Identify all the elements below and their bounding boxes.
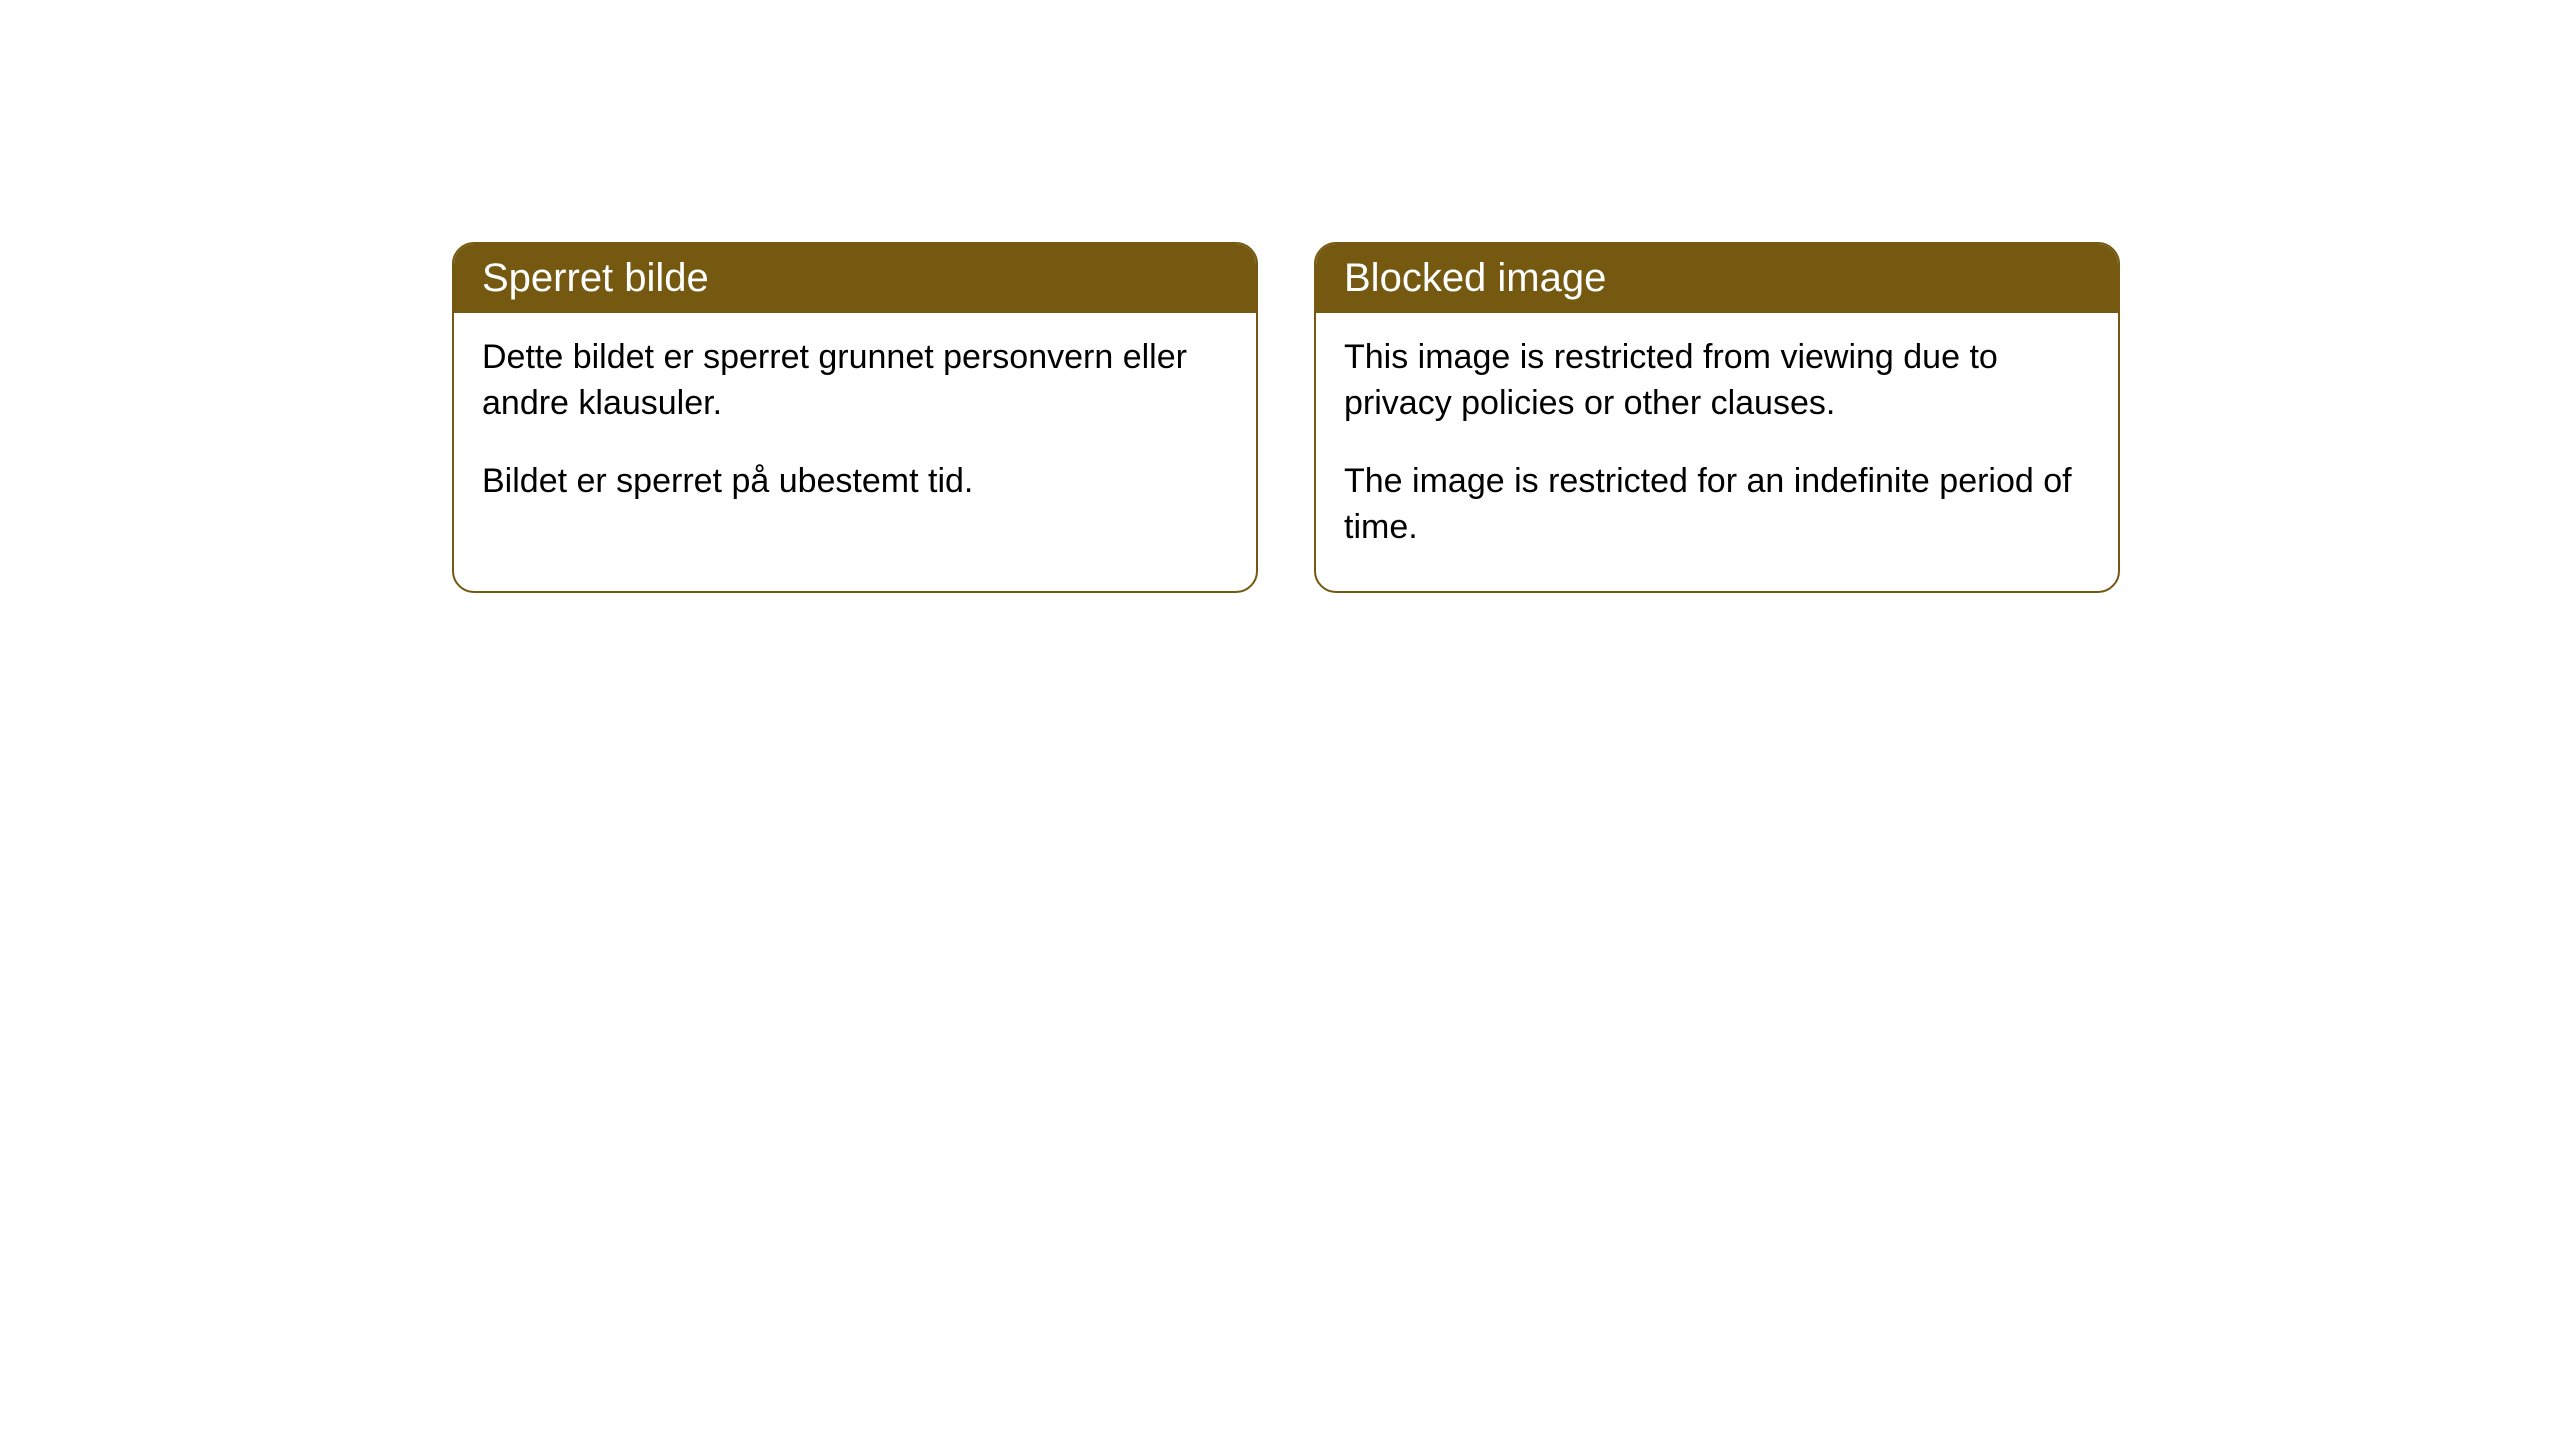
card-header: Sperret bilde bbox=[454, 244, 1256, 313]
notice-card-norwegian: Sperret bilde Dette bildet er sperret gr… bbox=[452, 242, 1258, 593]
card-title: Blocked image bbox=[1344, 256, 1606, 300]
card-header: Blocked image bbox=[1316, 244, 2118, 313]
notice-card-english: Blocked image This image is restricted f… bbox=[1314, 242, 2120, 593]
card-paragraph: Dette bildet er sperret grunnet personve… bbox=[482, 335, 1228, 427]
card-paragraph: This image is restricted from viewing du… bbox=[1344, 335, 2090, 427]
card-body: Dette bildet er sperret grunnet personve… bbox=[454, 313, 1256, 545]
notice-cards-container: Sperret bilde Dette bildet er sperret gr… bbox=[0, 0, 2560, 593]
card-paragraph: Bildet er sperret på ubestemt tid. bbox=[482, 459, 1228, 505]
card-paragraph: The image is restricted for an indefinit… bbox=[1344, 459, 2090, 551]
card-title: Sperret bilde bbox=[482, 256, 709, 300]
card-body: This image is restricted from viewing du… bbox=[1316, 313, 2118, 591]
